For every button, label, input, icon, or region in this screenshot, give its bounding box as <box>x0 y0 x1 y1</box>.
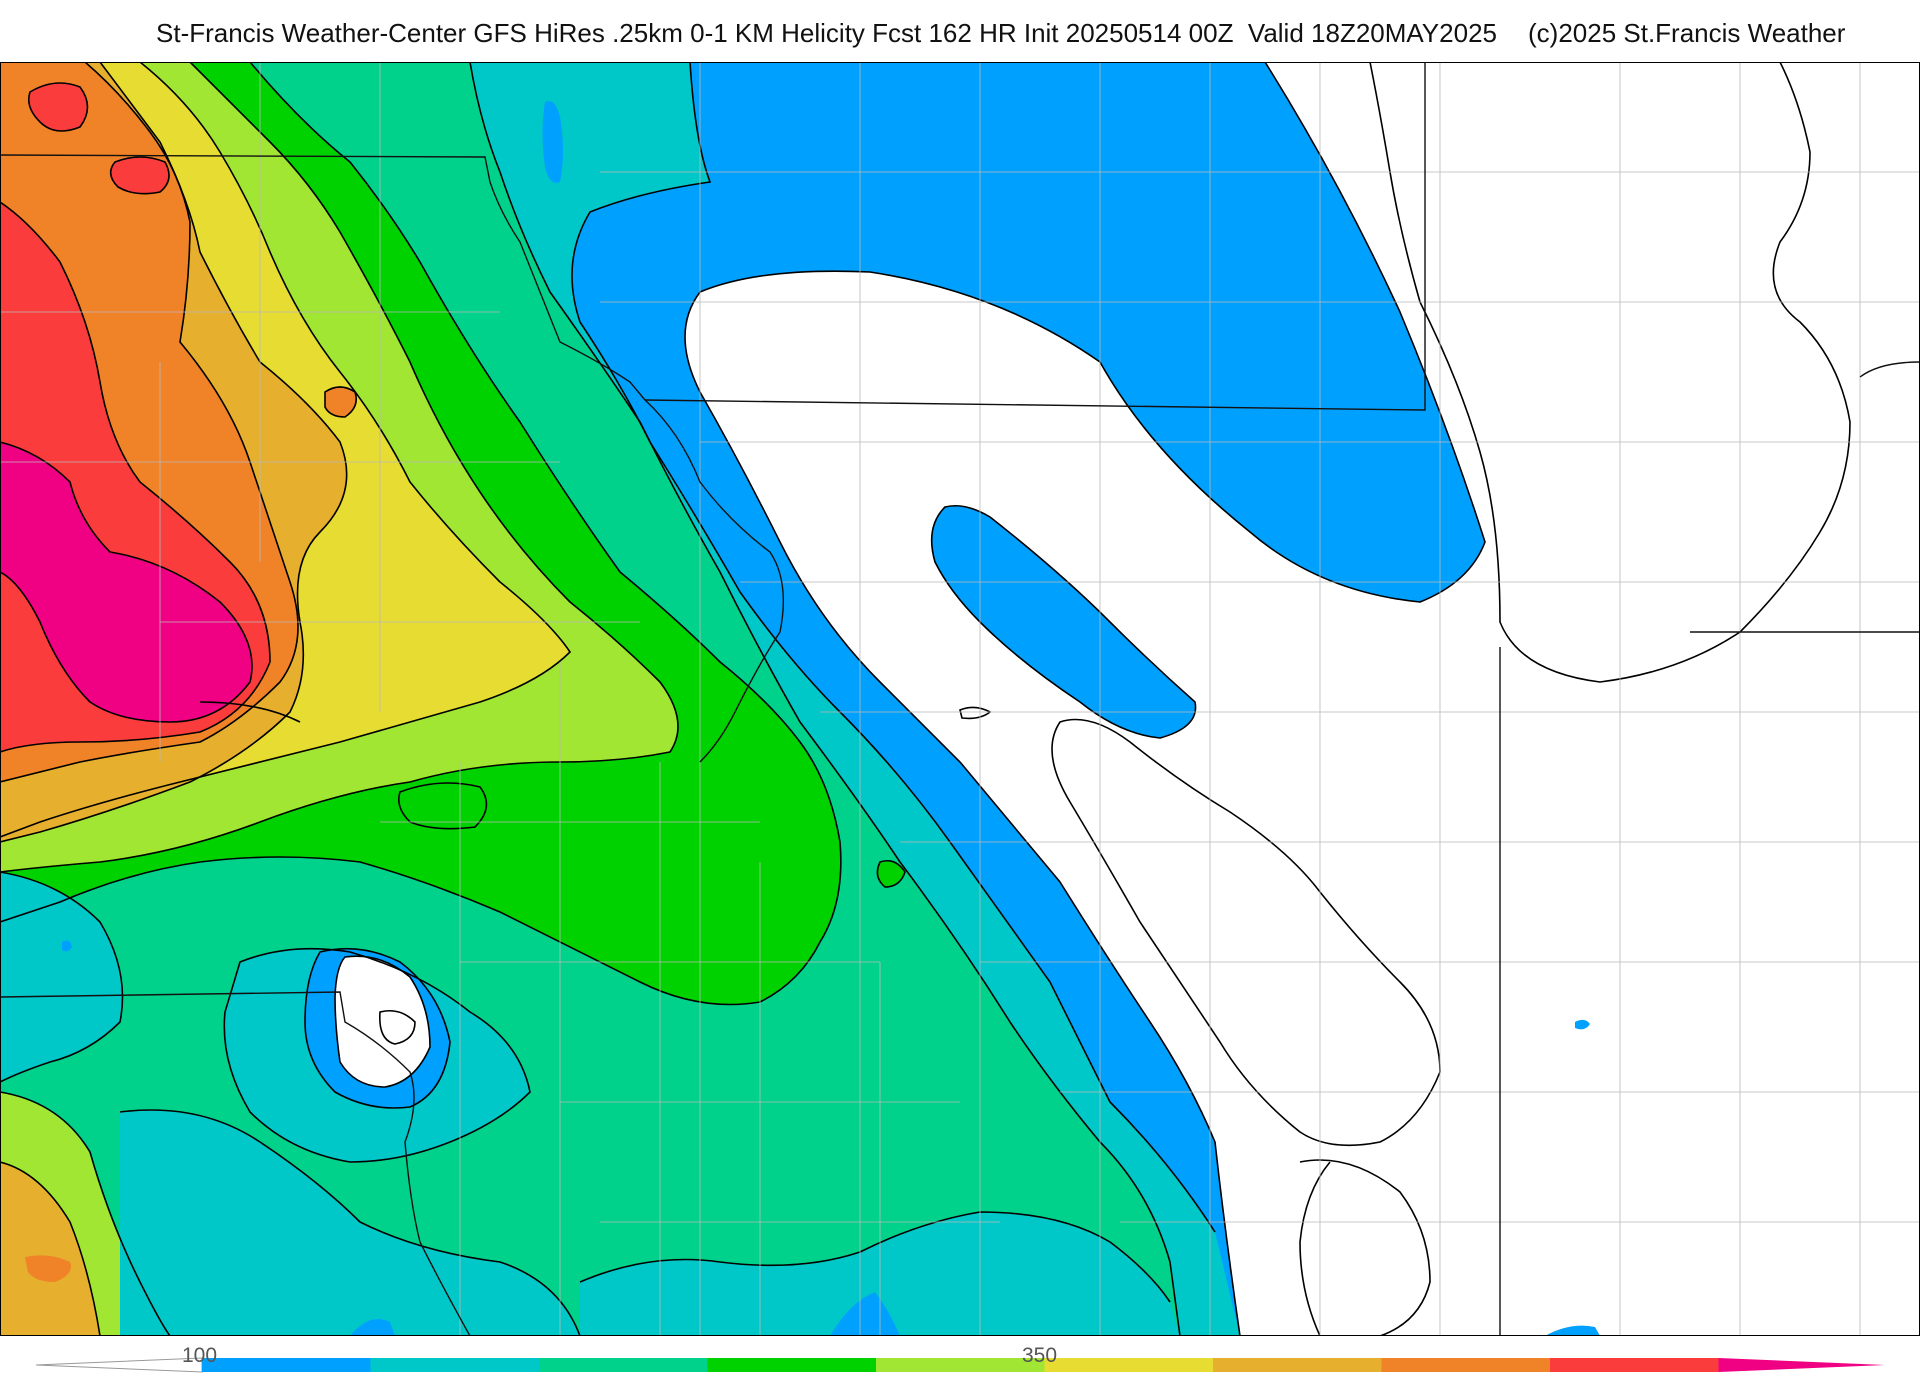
colorbar <box>35 1357 1885 1373</box>
colorbar-swatch-6 <box>1213 1358 1382 1372</box>
shade-lower-cyan <box>120 1110 580 1336</box>
shade-blue-spot-bottom-2 <box>1545 1325 1600 1336</box>
shade-blue-spot-topleft-island <box>542 101 563 183</box>
shade-lowerleft-gold <box>0 1162 100 1336</box>
colorbar-swatch-7 <box>1381 1358 1551 1372</box>
shade-bullseye-white <box>335 956 430 1087</box>
colorbar-swatch-3 <box>707 1358 877 1372</box>
colorbar-swatch-4 <box>876 1358 1045 1372</box>
shade-lowerleft-cyan <box>0 872 123 1082</box>
shade-blue-island <box>931 505 1196 738</box>
colorbar-under-arrow <box>35 1357 203 1373</box>
colorbar-swatch-1 <box>370 1358 540 1372</box>
colorbar-swatch-9 <box>1718 1358 1885 1372</box>
map-title: St-Francis Weather-Center GFS HiRes .25k… <box>156 18 1497 48</box>
shade-red-hotspot-2 <box>110 157 169 194</box>
colorbar-swatch-5 <box>1044 1358 1214 1372</box>
shade-orange-hotspot <box>325 387 357 417</box>
colorbar-swatch-0 <box>202 1358 371 1372</box>
shade-blue-dot-left <box>62 940 72 952</box>
shade-blue-dot <box>1575 1019 1590 1030</box>
colorbar-swatch-2 <box>539 1358 708 1372</box>
shade-blue-spot-bottom-3 <box>350 1319 395 1336</box>
colorbar-tick-label: 350 <box>1022 1344 1058 1367</box>
shade-lowerleft-orange <box>25 1255 71 1282</box>
shade-green-spot <box>877 860 905 887</box>
colorbar-tick-label: 100 <box>182 1344 218 1367</box>
map-title-bar: St-Francis Weather-Center GFS HiRes .25k… <box>0 14 1920 54</box>
shade-blue-spot-bottom-1 <box>830 1292 900 1336</box>
state-boundaries <box>0 62 1920 1336</box>
helicity-map <box>0 62 1920 1336</box>
shade-magenta-region <box>0 442 252 722</box>
shade-red-hotspot-1 <box>28 83 88 131</box>
county-boundaries <box>0 62 1920 1336</box>
copyright-notice: (c)2025 St.Francis Weather <box>1528 18 1846 48</box>
colorbar-swatch-8 <box>1550 1358 1719 1372</box>
